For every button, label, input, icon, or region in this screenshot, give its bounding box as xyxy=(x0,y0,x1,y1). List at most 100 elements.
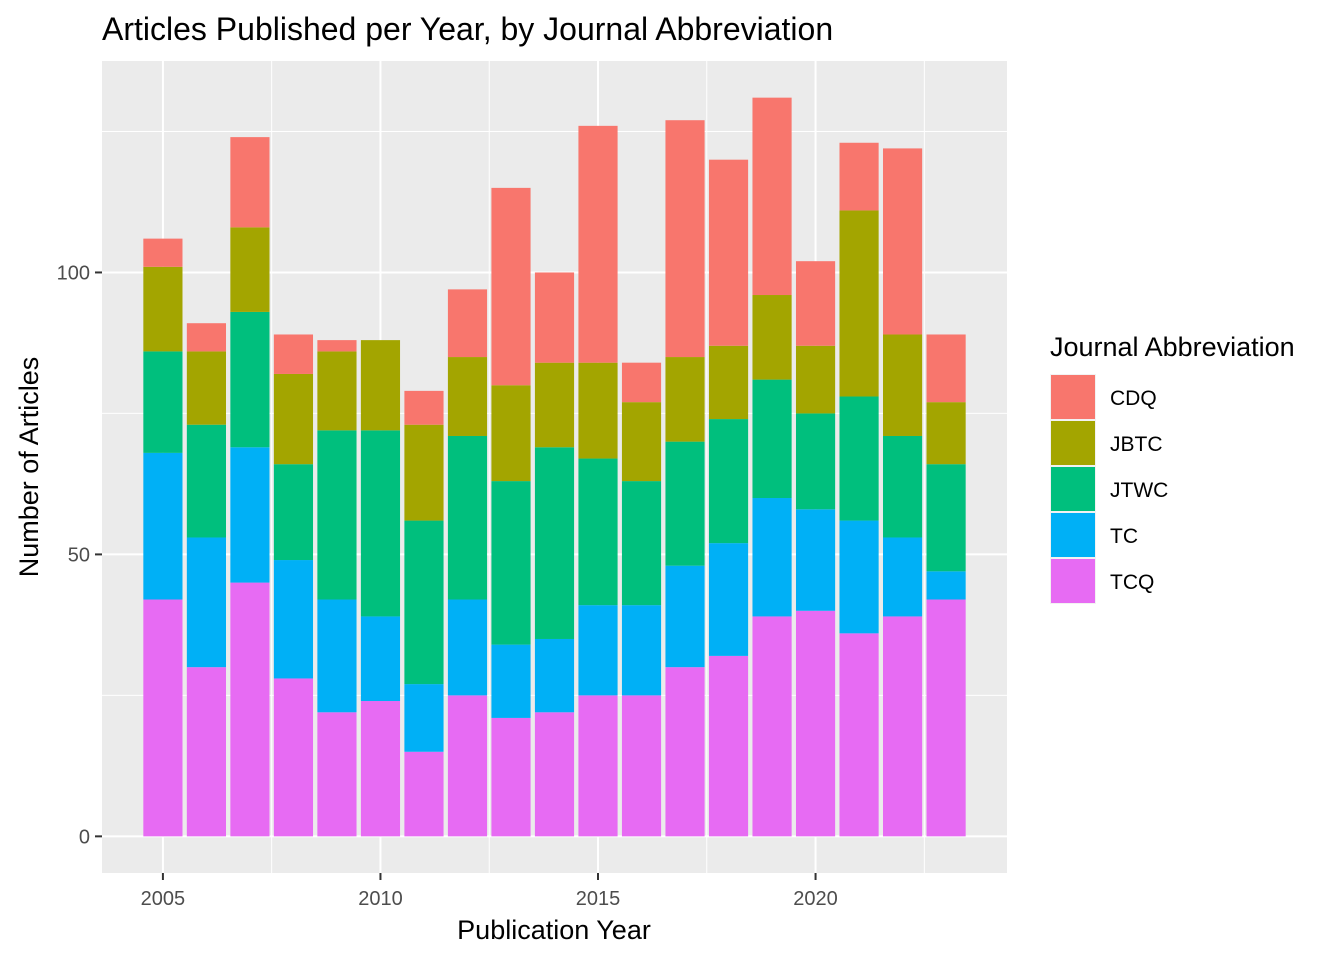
bar-segment-cdq-2008 xyxy=(273,334,314,374)
bar-segment-jtwc-2016 xyxy=(621,481,662,606)
bar-segment-jbtc-2022 xyxy=(882,334,923,436)
bar-segment-tcq-2007 xyxy=(230,582,270,837)
bar-segment-tcq-2020 xyxy=(795,610,836,837)
bar-segment-jtwc-2017 xyxy=(665,441,705,566)
bar-segment-tcq-2019 xyxy=(752,616,792,837)
bar-segment-tcq-2006 xyxy=(186,667,227,837)
bar-segment-tcq-2023 xyxy=(926,599,966,837)
legend-key-jtwc xyxy=(1051,467,1095,511)
bar-segment-tcq-2011 xyxy=(404,751,444,837)
legend-label-cdq: CDQ xyxy=(1110,387,1157,410)
bar-segment-tcq-2022 xyxy=(882,616,923,837)
bar-segment-cdq-2007 xyxy=(230,137,270,228)
bar-segment-cdq-2011 xyxy=(404,390,444,425)
bar-segment-tc-2017 xyxy=(665,565,705,668)
bar-segment-jbtc-2007 xyxy=(230,227,270,312)
bar-segment-jbtc-2018 xyxy=(708,345,749,420)
bar-segment-tc-2010 xyxy=(360,616,401,702)
bar-segment-cdq-2012 xyxy=(447,289,488,358)
bar-segment-tc-2022 xyxy=(882,537,923,617)
bar-segment-tcq-2008 xyxy=(273,678,314,837)
bar-segment-tcq-2021 xyxy=(839,633,879,837)
bar-segment-jbtc-2019 xyxy=(752,295,792,380)
legend-label-jbtc: JBTC xyxy=(1110,433,1163,456)
bar-segment-tc-2011 xyxy=(404,684,444,752)
bars-layer xyxy=(143,97,966,837)
bar-segment-tc-2014 xyxy=(534,638,575,713)
bar-segment-tc-2020 xyxy=(795,509,836,611)
legend-key-cdq xyxy=(1051,375,1095,419)
bar-segment-cdq-2016 xyxy=(621,362,662,403)
legend-label-jtwc: JTWC xyxy=(1110,479,1168,502)
bar-segment-cdq-2013 xyxy=(491,187,531,386)
bar-segment-cdq-2015 xyxy=(578,125,618,363)
bar-segment-cdq-2019 xyxy=(752,97,792,296)
bar-segment-jtwc-2007 xyxy=(230,311,270,448)
chart-title: Articles Published per Year, by Journal … xyxy=(102,11,833,47)
bar-segment-tc-2006 xyxy=(186,537,227,668)
bar-segment-cdq-2023 xyxy=(926,334,966,403)
bar-segment-jtwc-2022 xyxy=(882,435,923,538)
bar-segment-jbtc-2013 xyxy=(491,385,531,482)
bar-segment-tc-2009 xyxy=(317,599,357,713)
legend-key-tcq xyxy=(1051,559,1095,603)
bar-segment-jtwc-2006 xyxy=(186,424,227,538)
bar-segment-tc-2013 xyxy=(491,644,531,718)
bar-segment-jbtc-2006 xyxy=(186,351,227,425)
bar-segment-jbtc-2015 xyxy=(578,362,618,459)
bar-segment-jbtc-2012 xyxy=(447,357,488,436)
legend-key-tc xyxy=(1051,513,1095,557)
bar-segment-tc-2015 xyxy=(578,605,618,696)
bar-segment-cdq-2022 xyxy=(882,148,923,335)
bar-segment-jbtc-2016 xyxy=(621,402,662,482)
bar-segment-cdq-2021 xyxy=(839,142,879,211)
bar-segment-tc-2007 xyxy=(230,447,270,583)
bar-segment-jbtc-2010 xyxy=(360,340,401,431)
bar-segment-jtwc-2014 xyxy=(534,447,575,639)
y-axis-title: Number of Articles xyxy=(14,357,44,578)
bar-segment-cdq-2018 xyxy=(708,159,749,346)
x-axis-title: Publication Year xyxy=(457,915,651,945)
bar-segment-cdq-2014 xyxy=(534,272,575,363)
bar-segment-tc-2016 xyxy=(621,605,662,696)
bar-segment-jbtc-2020 xyxy=(795,345,836,414)
bar-segment-cdq-2020 xyxy=(795,261,836,346)
legend-items: CDQ JBTC JTWC TC TCQ xyxy=(1050,374,1168,604)
bar-segment-tcq-2017 xyxy=(665,667,705,837)
legend: Journal Abbreviation CDQ JBTC JTWC TC TCQ xyxy=(1050,332,1295,604)
bar-segment-tcq-2013 xyxy=(491,717,531,837)
legend-label-tc: TC xyxy=(1110,525,1138,548)
y-tick-label: 100 xyxy=(57,262,90,284)
bar-segment-jtwc-2011 xyxy=(404,520,444,685)
bar-segment-cdq-2005 xyxy=(143,238,183,267)
bar-segment-tc-2023 xyxy=(926,571,966,600)
y-tick-label: 50 xyxy=(68,544,90,566)
bar-segment-jtwc-2012 xyxy=(447,435,488,600)
bar-segment-tcq-2012 xyxy=(447,695,488,837)
bar-segment-jtwc-2013 xyxy=(491,481,531,645)
x-axis: 2005 2010 2015 2020 xyxy=(141,873,838,910)
legend-label-tcq: TCQ xyxy=(1110,571,1154,594)
bar-segment-jtwc-2019 xyxy=(752,379,792,499)
bar-segment-jtwc-2010 xyxy=(360,430,401,617)
x-tick-label: 2020 xyxy=(793,888,838,910)
bar-segment-tcq-2015 xyxy=(578,695,618,837)
bar-segment-tc-2012 xyxy=(447,599,488,696)
bar-segment-jtwc-2005 xyxy=(143,351,183,453)
y-axis: 0 50 100 xyxy=(57,262,102,848)
bar-segment-tcq-2016 xyxy=(621,695,662,837)
bar-segment-jbtc-2014 xyxy=(534,362,575,448)
bar-segment-tc-2019 xyxy=(752,498,792,617)
bar-segment-jbtc-2023 xyxy=(926,402,966,465)
x-tick-label: 2010 xyxy=(358,888,403,910)
bar-segment-jtwc-2009 xyxy=(317,430,357,600)
bar-segment-tc-2021 xyxy=(839,520,879,634)
bar-segment-jtwc-2008 xyxy=(273,464,314,561)
bar-segment-jtwc-2015 xyxy=(578,458,618,606)
bar-segment-jtwc-2023 xyxy=(926,464,966,572)
bar-segment-tc-2005 xyxy=(143,452,183,600)
bar-segment-tcq-2014 xyxy=(534,712,575,837)
bar-segment-jtwc-2020 xyxy=(795,413,836,510)
bar-segment-cdq-2006 xyxy=(186,323,227,352)
